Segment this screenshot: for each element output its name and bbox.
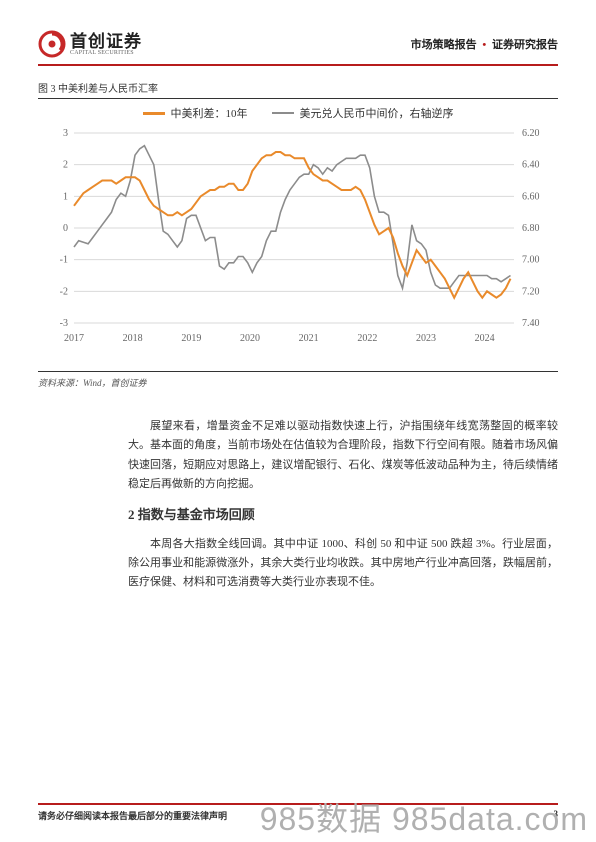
svg-text:2021: 2021 [299, 333, 319, 344]
legend-fx: 美元兑人民币中间价，右轴逆序 [272, 105, 454, 121]
svg-text:2: 2 [63, 160, 68, 171]
svg-text:6.80: 6.80 [522, 223, 540, 234]
paragraph-2: 本周各大指数全线回调。其中中证 1000、科创 50 和中证 500 跌超 3%… [128, 535, 558, 593]
svg-text:2019: 2019 [181, 333, 201, 344]
watermark: 985数据 985data.com [260, 794, 588, 840]
chart: -3 -2 -1 0 1 2 3 6.20 6.40 6.60 6.80 7.00 7.20 7.40 20… [38, 127, 558, 367]
bullet-icon: • [482, 39, 486, 51]
logo-text-en: CAPITAL SECURITIES [70, 50, 142, 56]
legend-spread-label: 中美利差：10年 [171, 105, 248, 121]
svg-text:-2: -2 [60, 286, 68, 297]
svg-text:-1: -1 [60, 255, 68, 266]
svg-text:-3: -3 [60, 318, 68, 329]
swatch-spread [143, 112, 165, 115]
svg-text:7.20: 7.20 [522, 286, 540, 297]
svg-text:7.40: 7.40 [522, 318, 540, 329]
paragraph-1: 展望来看，增量资金不足难以驱动指数快速上行，沪指围绕年线宽荡整固的概率较大。基本… [128, 417, 558, 494]
logo-text-cn: 首创证券 [70, 33, 142, 50]
svg-text:6.40: 6.40 [522, 160, 540, 171]
svg-text:2022: 2022 [357, 333, 377, 344]
legend-fx-label: 美元兑人民币中间价，右轴逆序 [300, 105, 454, 121]
svg-text:3: 3 [63, 128, 68, 139]
logo-icon [38, 30, 66, 58]
legend-spread: 中美利差：10年 [143, 105, 248, 121]
footer-left: 请务必仔细阅读本报告最后部分的重要法律声明 [38, 809, 227, 822]
svg-text:2020: 2020 [240, 333, 260, 344]
swatch-fx [272, 112, 294, 114]
section-title: 2 指数与基金市场回顾 [128, 504, 558, 527]
header-right: 市场策略报告 • 证券研究报告 [411, 36, 558, 52]
logo: 首创证券 CAPITAL SECURITIES [38, 30, 142, 58]
chart-legend: 中美利差：10年 美元兑人民币中间价，右轴逆序 [38, 105, 558, 121]
figure-caption: 图 3 中美利差与人民币汇率 [38, 80, 558, 99]
svg-text:6.60: 6.60 [522, 191, 540, 202]
page-header: 首创证券 CAPITAL SECURITIES 市场策略报告 • 证券研究报告 [38, 30, 558, 66]
header-right-b: 证券研究报告 [492, 39, 558, 51]
svg-text:2024: 2024 [475, 333, 495, 344]
svg-text:0: 0 [63, 223, 68, 234]
header-right-a: 市场策略报告 [411, 39, 477, 51]
svg-text:2023: 2023 [416, 333, 436, 344]
body-text: 展望来看，增量资金不足难以驱动指数快速上行，沪指围绕年线宽荡整固的概率较大。基本… [128, 417, 558, 601]
svg-text:1: 1 [63, 191, 68, 202]
svg-text:2017: 2017 [64, 333, 84, 344]
svg-text:2018: 2018 [123, 333, 143, 344]
svg-text:6.20: 6.20 [522, 128, 540, 139]
figure-source: 资料来源：Wind，首创证券 [38, 371, 558, 389]
svg-text:7.00: 7.00 [522, 255, 540, 266]
